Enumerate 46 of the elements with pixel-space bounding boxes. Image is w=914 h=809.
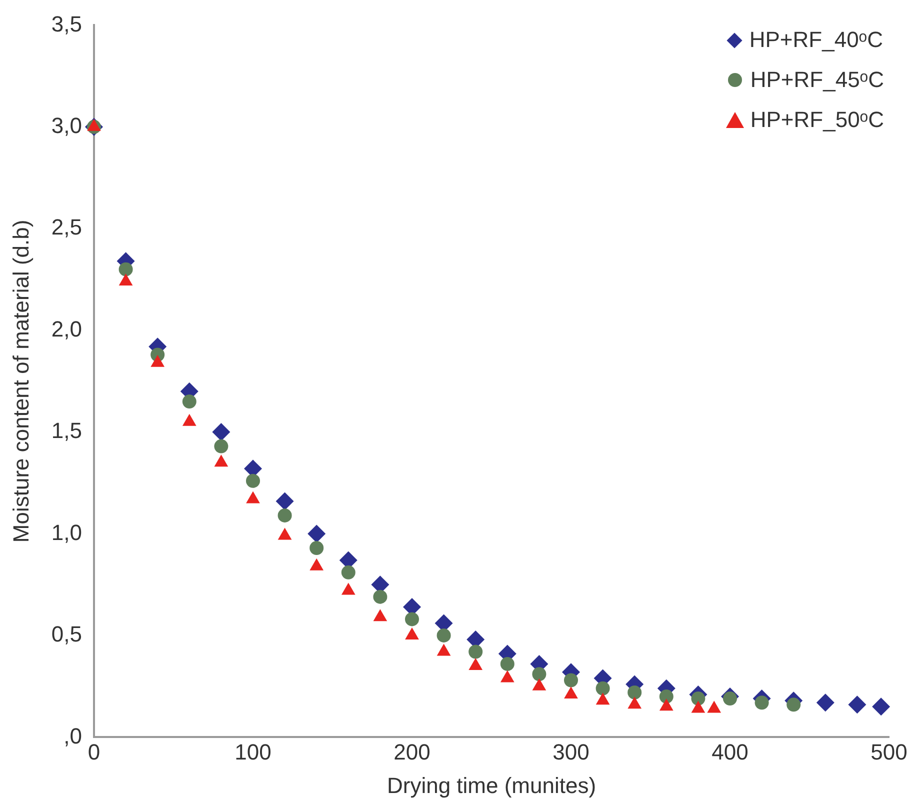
x-tick-label: 400 (712, 739, 748, 764)
point (212, 423, 230, 442)
x-tick-label: 300 (552, 739, 590, 764)
point (373, 590, 388, 604)
point (118, 262, 133, 276)
point (246, 474, 260, 488)
legend-label: HP+RF_50ᵒC (750, 107, 884, 133)
y-tick-label: ,0 (64, 723, 82, 748)
y-axis-title: Moisture content of material (d.b) (8, 220, 34, 543)
point (468, 644, 483, 659)
y-tick-label: 3,0 (51, 112, 82, 138)
point (659, 690, 674, 704)
point (691, 692, 706, 706)
point (628, 685, 642, 700)
y-tick-label: 1,0 (51, 520, 82, 545)
x-tick-label: 0 (88, 739, 100, 764)
legend-label: HP+RF_40ᵒC (749, 27, 883, 53)
y-tick-label: 2,5 (51, 214, 82, 240)
x-tick-label: 200 (394, 739, 430, 764)
legend-label: HP+RF_45ᵒC (750, 67, 884, 93)
point (754, 696, 769, 710)
point (786, 698, 801, 712)
point (532, 667, 546, 682)
point (310, 541, 324, 556)
point (564, 673, 578, 688)
x-axis-title: Drying time (munites) (386, 772, 596, 798)
y-tick-label: 0,5 (51, 622, 82, 647)
point (404, 612, 419, 626)
point (500, 656, 514, 671)
point (596, 681, 610, 696)
point (214, 439, 228, 454)
point (436, 628, 451, 642)
point (848, 696, 866, 714)
point (182, 394, 196, 409)
point (341, 565, 356, 580)
point (816, 694, 834, 712)
point (872, 698, 890, 716)
y-tick-label: 3,5 (51, 11, 82, 36)
x-tick-label: 500 (870, 739, 908, 764)
point (276, 492, 294, 510)
point (278, 508, 292, 522)
y-tick-label: 2,0 (51, 316, 82, 342)
point (308, 524, 326, 543)
y-tick-label: 1,5 (51, 418, 82, 444)
x-tick-label: 100 (234, 739, 272, 764)
point (722, 692, 737, 706)
